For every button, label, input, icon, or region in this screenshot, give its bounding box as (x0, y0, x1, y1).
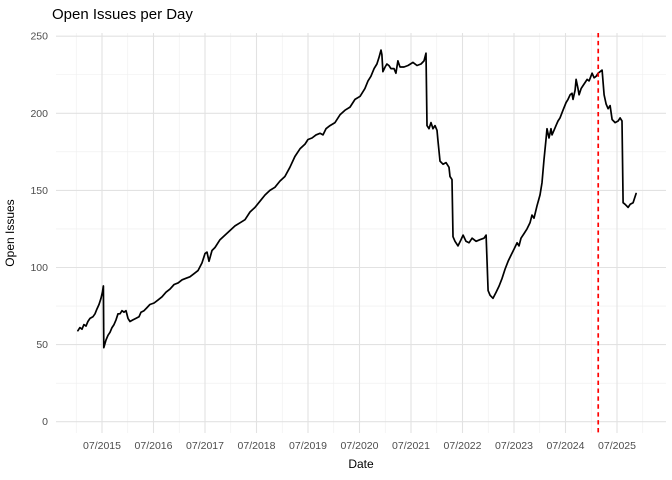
y-axis-title-text: Open Issues (3, 199, 17, 267)
x-tick-label: 07/2020 (341, 440, 379, 452)
x-tick-label: 07/2016 (135, 440, 173, 452)
x-axis-tick-labels: 07/2015 07/2016 07/2017 07/2018 07/2019 07/20… (83, 440, 636, 452)
x-tick-label: 07/2015 (83, 440, 121, 452)
y-tick-label: 100 (30, 262, 48, 274)
y-tick-label: 250 (30, 31, 48, 43)
x-tick-label: 07/2018 (238, 440, 276, 452)
minor-gridlines (56, 33, 666, 433)
x-tick-label: 07/2025 (598, 440, 636, 452)
y-tick-label: 0 (42, 416, 48, 428)
x-axis-title: Date (348, 457, 374, 471)
open-issues-line (77, 49, 637, 349)
x-tick-label: 07/2021 (392, 440, 430, 452)
y-axis-title: Open Issues (3, 199, 17, 266)
x-tick-label: 07/2024 (547, 440, 585, 452)
x-tick-label: 07/2017 (186, 440, 224, 452)
x-tick-label: 07/2022 (444, 440, 482, 452)
chart-title: Open Issues per Day (52, 6, 193, 23)
y-axis-tick-labels: 0 50 100 150 200 250 (30, 31, 48, 429)
x-tick-label: 07/2023 (495, 440, 533, 452)
y-tick-label: 50 (36, 339, 48, 351)
x-tick-label: 07/2019 (289, 440, 327, 452)
y-tick-label: 200 (30, 108, 48, 120)
y-tick-label: 150 (30, 185, 48, 197)
major-gridlines (56, 33, 666, 433)
